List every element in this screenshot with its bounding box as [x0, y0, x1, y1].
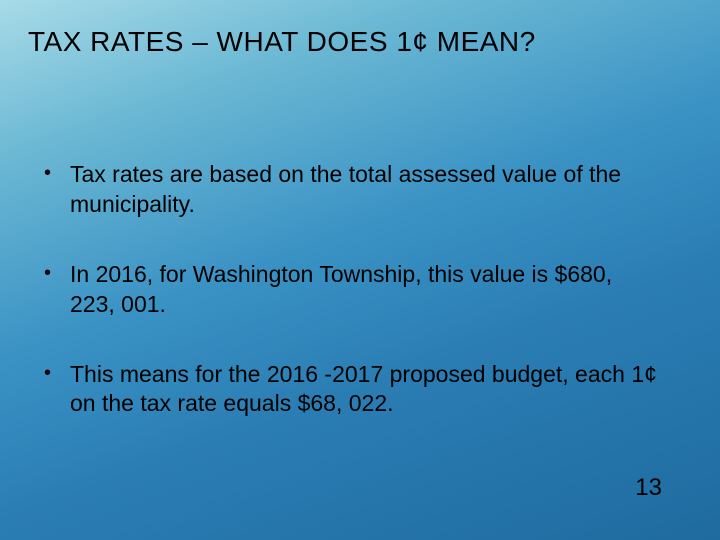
list-item: In 2016, for Washington Township, this v… [44, 260, 660, 320]
list-item: Tax rates are based on the total assesse… [44, 160, 660, 220]
list-item: This means for the 2016 -2017 proposed b… [44, 360, 660, 420]
page-number: 13 [635, 474, 662, 502]
slide-title: TAX RATES – WHAT DOES 1¢ MEAN? [28, 26, 536, 58]
bullet-list: Tax rates are based on the total assesse… [44, 160, 660, 459]
slide: TAX RATES – WHAT DOES 1¢ MEAN? Tax rates… [0, 0, 720, 540]
